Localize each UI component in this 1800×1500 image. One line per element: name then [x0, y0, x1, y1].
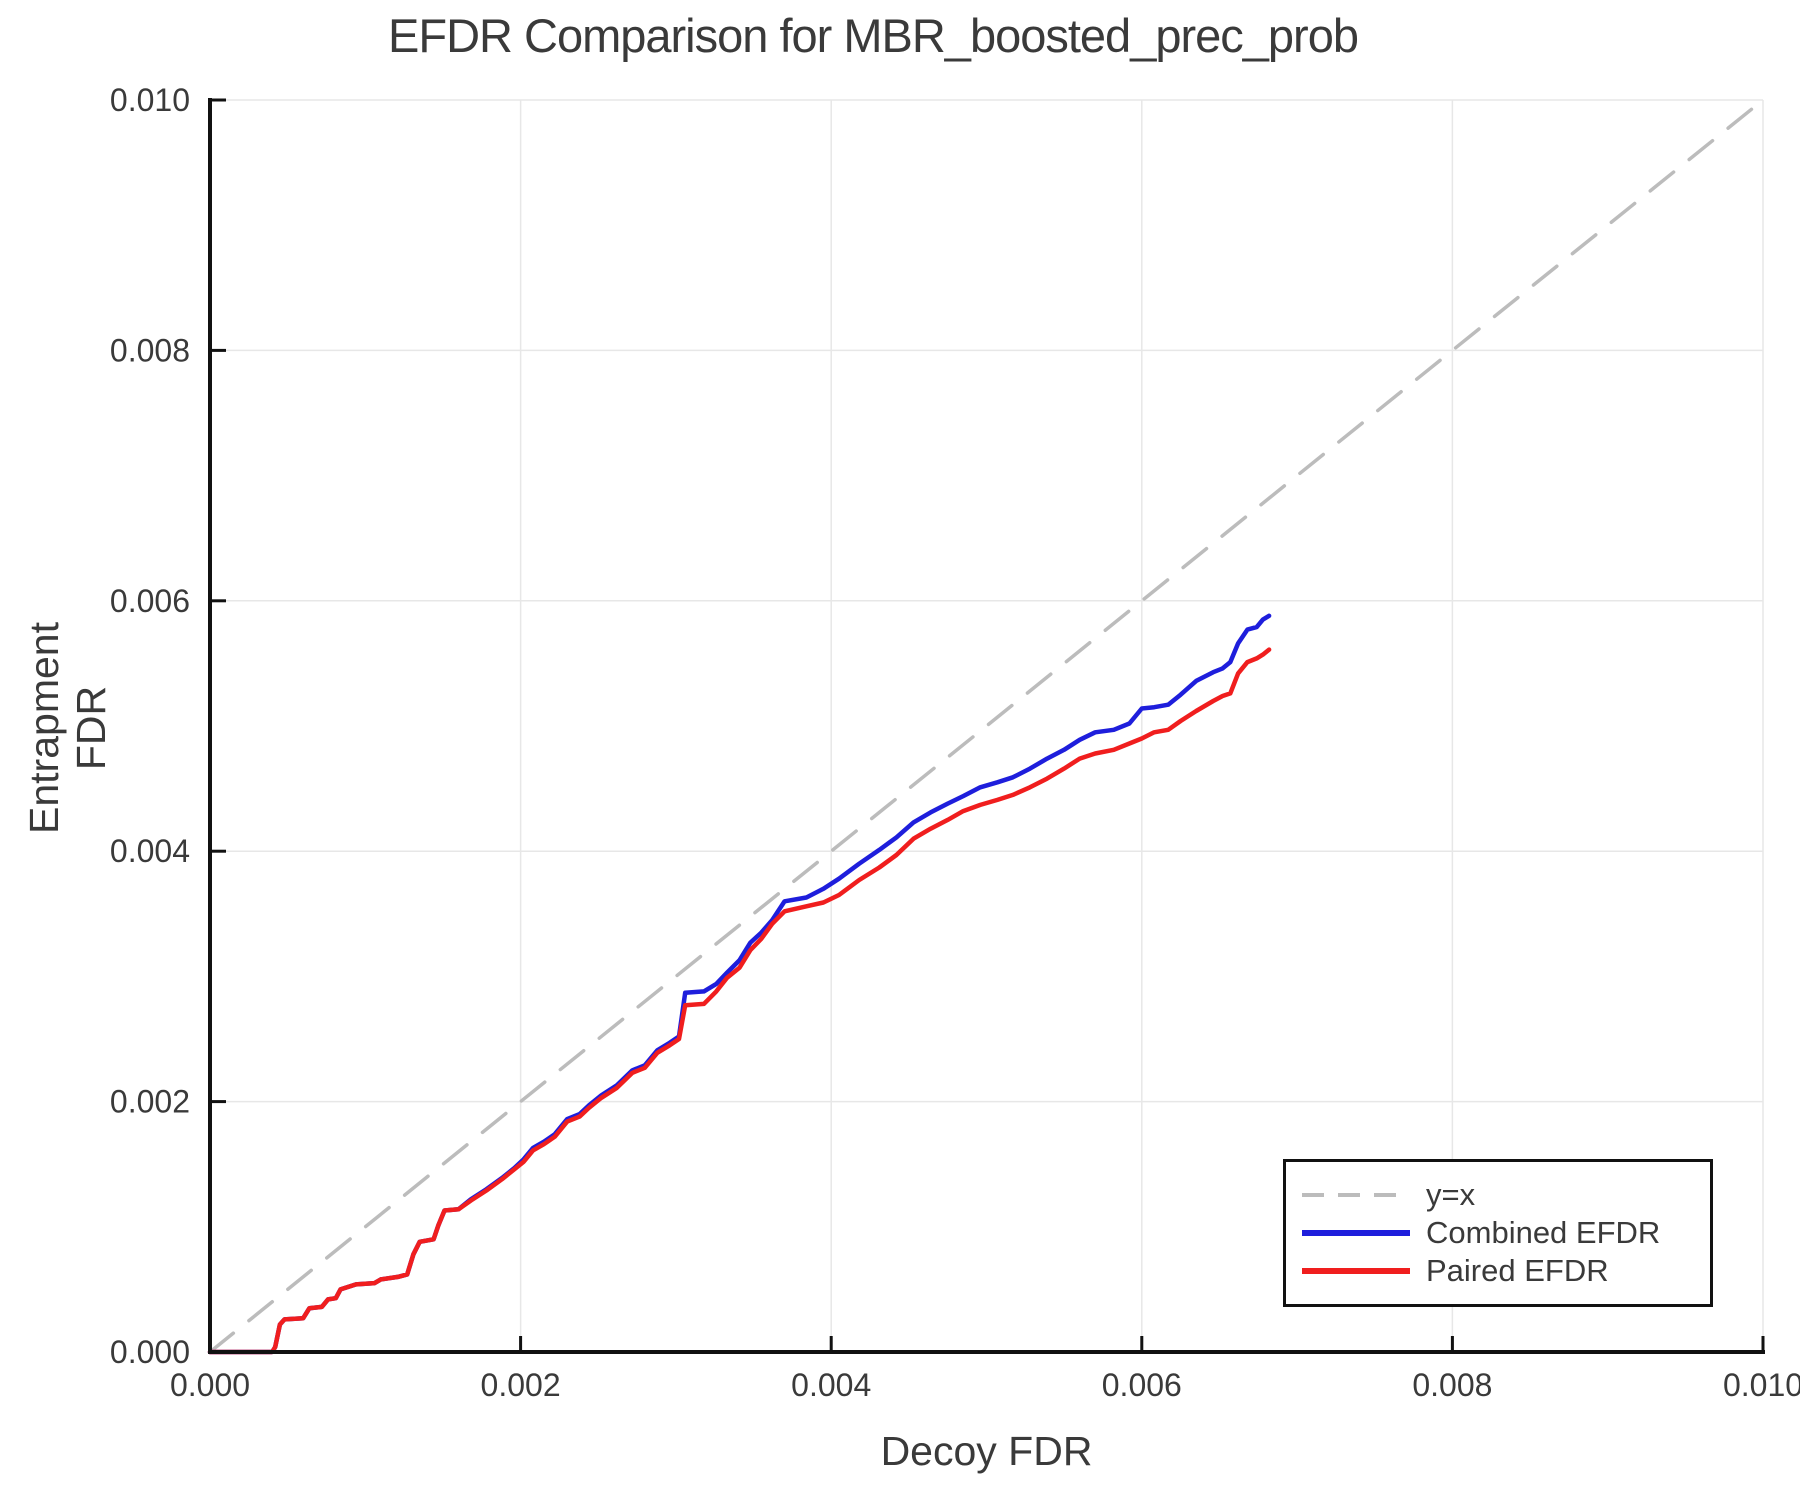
legend-row-paired-efdr: Paired EFDR [1302, 1252, 1710, 1290]
y-tick-label: 0.004 [110, 833, 190, 869]
x-tick-label: 0.000 [170, 1367, 250, 1403]
y-tick-label: 0.006 [110, 583, 190, 619]
y-tick-label: 0.010 [110, 82, 190, 118]
legend-row-yx: y=x [1302, 1176, 1710, 1214]
x-tick-label: 0.006 [1102, 1367, 1182, 1403]
x-tick-label: 0.004 [791, 1367, 871, 1403]
y-tick-label: 0.000 [110, 1334, 190, 1370]
legend-sample-paired-line [1302, 1268, 1410, 1274]
legend-sample-dashed-line [1302, 1193, 1410, 1197]
chart-title: EFDR Comparison for MBR_boosted_prec_pro… [388, 9, 1359, 62]
series-line-paired-efdr [207, 647, 1272, 1355]
series-line-combined-efdr [207, 613, 1272, 1355]
y-tick-label: 0.008 [110, 332, 190, 368]
legend: y=x Combined EFDR Paired EFDR [1283, 1159, 1713, 1307]
y-axis-label: Entrapment FDR [21, 622, 114, 834]
legend-label-combined-efdr: Combined EFDR [1426, 1215, 1661, 1250]
x-tick-label: 0.002 [481, 1367, 561, 1403]
x-tick-label: 0.010 [1723, 1367, 1800, 1403]
legend-sample-combined-line [1302, 1230, 1410, 1236]
x-axis-label: Decoy FDR [880, 1428, 1093, 1474]
legend-label-paired-efdr: Paired EFDR [1426, 1253, 1609, 1288]
y-tick-label: 0.002 [110, 1084, 190, 1120]
series-line-y-x [208, 98, 1765, 1354]
legend-label-yx: y=x [1426, 1177, 1476, 1212]
legend-row-combined-efdr: Combined EFDR [1302, 1214, 1710, 1252]
x-tick-label: 0.008 [1412, 1367, 1492, 1403]
